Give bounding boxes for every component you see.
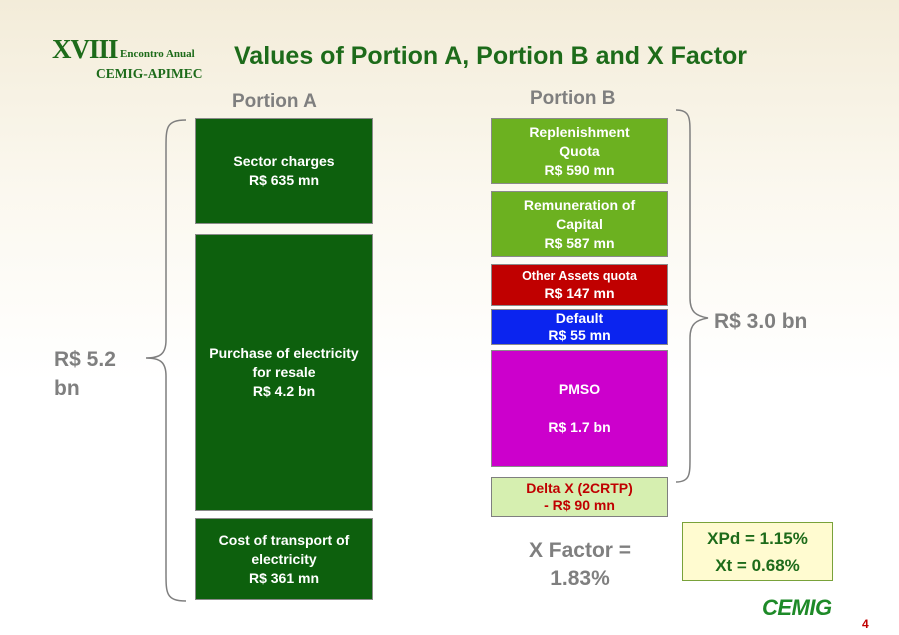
box-value: R$ 587 mn xyxy=(544,234,615,251)
box-label: Default xyxy=(555,310,604,326)
x-factor-label: X Factor = 1.83% xyxy=(520,537,640,593)
remuneration-capital-box: Remuneration of Capital R$ 587 mn xyxy=(491,191,668,257)
delta-x-box: Delta X (2CRTP) - R$ 90 mn xyxy=(491,477,668,517)
event-logo-subtitle: Encontro Anual xyxy=(120,48,195,60)
box-label: Other Assets quota xyxy=(522,268,637,283)
other-assets-quota-box: Other Assets quota R$ 147 mn xyxy=(491,264,668,306)
box-value: - R$ 90 mn xyxy=(544,497,615,513)
box-label: PMSO xyxy=(558,381,601,397)
box-label: Replenishment xyxy=(529,123,630,140)
box-label: Cost of transport of xyxy=(218,531,350,548)
cemig-logo: CEMIG xyxy=(762,595,832,620)
purchase-electricity-box: Purchase of electricity for resale R$ 4.… xyxy=(195,234,373,511)
portion-a-total-unit: bn xyxy=(54,377,80,400)
box-label: Sector charges xyxy=(233,153,335,169)
box-label: electricity xyxy=(251,550,317,567)
box-label: Remuneration of xyxy=(523,196,636,213)
box-value: R$ 147 mn xyxy=(544,284,615,301)
box-value: R$ 1.7 bn xyxy=(548,419,611,435)
box-label: Quota xyxy=(559,142,600,159)
box-value: R$ 55 mn xyxy=(548,327,611,343)
portion-a-brace xyxy=(145,119,187,602)
x-factor-text: X Factor = xyxy=(528,539,632,562)
box-value: R$ 4.2 bn xyxy=(252,383,316,399)
pmso-box: PMSO R$ 1.7 bn xyxy=(491,350,668,467)
sector-charges-box: Sector charges R$ 635 mn xyxy=(195,118,373,224)
portion-a-total: R$ 5.2 bn xyxy=(54,345,116,403)
default-box: Default R$ 55 mn xyxy=(491,309,668,345)
portion-a-total-value: R$ 5.2 xyxy=(54,348,116,371)
box-label: Capital xyxy=(556,215,603,232)
x-factor-components-box: XPd = 1.15% Xt = 0.68% xyxy=(682,522,833,581)
box-label: Purchase of electricity xyxy=(209,345,359,361)
portion-b-total: R$ 3.0 bn xyxy=(714,310,808,333)
box-value: R$ 635 mn xyxy=(248,172,320,188)
portion-b-heading: Portion B xyxy=(530,88,616,109)
box-label: Delta X (2CRTP) xyxy=(526,480,633,496)
portion-b-brace xyxy=(675,109,709,483)
portion-a-heading: Portion A xyxy=(232,91,317,112)
page-number: 4 xyxy=(862,617,869,631)
event-logo-name: CEMIG-APIMEC xyxy=(96,66,203,81)
box-value: R$ 361 mn xyxy=(248,569,320,586)
transport-cost-box: Cost of transport of electricity R$ 361 … xyxy=(195,518,373,600)
slide-title: Values of Portion A, Portion B and X Fac… xyxy=(234,42,748,70)
box-label: for resale xyxy=(252,364,316,380)
xt-value: Xt = 0.68% xyxy=(715,555,800,575)
event-logo-numeral: XVIII xyxy=(52,34,119,64)
x-factor-value: 1.83% xyxy=(550,567,610,590)
box-value: R$ 590 mn xyxy=(544,161,615,178)
replenishment-quota-box: Replenishment Quota R$ 590 mn xyxy=(491,118,668,184)
xpd-value: XPd = 1.15% xyxy=(707,528,808,548)
